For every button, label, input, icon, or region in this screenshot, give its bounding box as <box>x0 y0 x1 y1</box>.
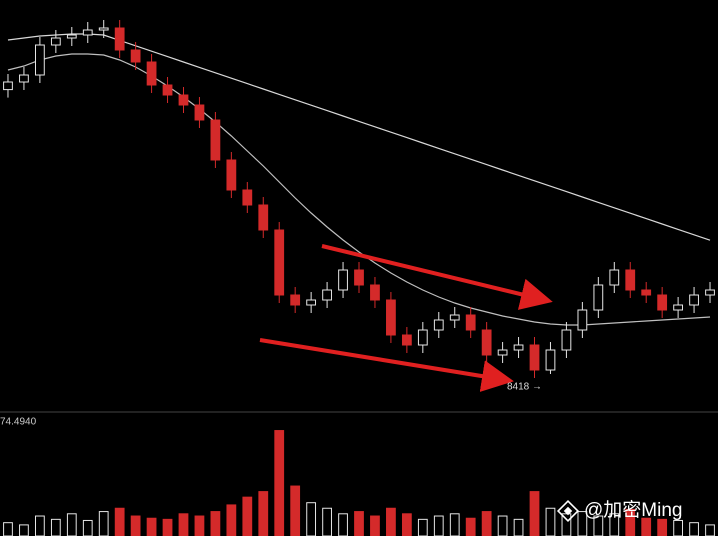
candle-body <box>370 284 380 301</box>
volume-bar <box>338 513 348 536</box>
volume-bar <box>465 517 476 536</box>
annotation: 8418 → <box>507 382 542 393</box>
candle-body <box>338 269 348 291</box>
volume-bar <box>162 518 173 536</box>
candle-body <box>513 344 524 351</box>
marks <box>3 20 715 536</box>
candle-body <box>386 299 396 336</box>
candle-body <box>146 61 157 86</box>
volume-bar <box>3 522 13 536</box>
volume-bar <box>513 518 524 536</box>
candle-body <box>465 314 476 331</box>
candle-body <box>50 37 61 46</box>
candle-body <box>290 294 301 306</box>
candle-body <box>417 329 428 346</box>
candle-body <box>322 289 332 301</box>
arrow <box>259 338 514 392</box>
candle-body <box>66 34 77 39</box>
volume-bar <box>35 515 45 536</box>
candle-body <box>657 294 668 311</box>
candle-body <box>641 289 652 296</box>
volume-bar <box>657 518 668 536</box>
volume-bar <box>82 519 93 536</box>
volume-bar <box>673 519 683 536</box>
moving-average <box>7 33 711 241</box>
volume-bar <box>50 518 61 536</box>
volume-bar <box>274 430 285 536</box>
volume-bar <box>210 511 221 536</box>
moving-average <box>7 53 711 326</box>
volume-bar <box>322 507 332 536</box>
volume-bar <box>258 491 269 536</box>
candle-body <box>258 204 269 231</box>
candle-body <box>433 319 444 331</box>
candle-body <box>242 189 253 206</box>
candle-body <box>577 309 588 331</box>
arrow <box>321 244 553 310</box>
candle-body <box>130 49 141 63</box>
candle-body <box>593 284 604 311</box>
volume-bar <box>19 524 29 536</box>
candle-body <box>609 269 620 286</box>
candle-body <box>545 349 556 371</box>
candle-body <box>497 349 508 356</box>
volume-bar <box>242 496 253 536</box>
candle-body <box>705 289 715 296</box>
candle-body <box>162 84 173 96</box>
candle-body <box>354 269 364 286</box>
candle-body <box>561 329 572 351</box>
candle-body <box>194 104 205 121</box>
volume-bar <box>226 504 237 536</box>
candle-body <box>35 44 45 76</box>
candle-body <box>98 27 109 31</box>
candle-body <box>481 329 492 356</box>
volume-bar <box>178 513 189 536</box>
volume-bar <box>306 502 317 536</box>
candle-body <box>529 344 540 371</box>
candle-body <box>306 299 317 306</box>
volume-bar <box>98 511 109 536</box>
volume-bar <box>545 507 556 536</box>
volume-bar <box>529 491 540 536</box>
volume-bar <box>593 515 604 536</box>
volume-bar <box>194 515 205 536</box>
volume-bar <box>114 507 125 536</box>
candle-body <box>274 229 285 296</box>
volume-bar <box>401 513 412 536</box>
candle-body <box>3 81 13 91</box>
candle-body <box>689 294 699 306</box>
volume-bar <box>290 485 301 536</box>
candle-body <box>82 29 93 36</box>
volume-bar <box>354 511 364 536</box>
volume-bar <box>386 507 396 536</box>
volume-bar <box>481 511 492 536</box>
candle-body <box>114 27 125 51</box>
volume-label: 74.4940 <box>0 417 37 428</box>
volume-bar <box>433 515 444 536</box>
candle-body <box>226 159 237 191</box>
volume-bar <box>130 515 141 536</box>
volume-bar <box>449 513 460 536</box>
volume-bar <box>66 513 77 536</box>
candle-body <box>673 304 683 311</box>
volume-bar <box>497 515 508 536</box>
volume-bar <box>417 518 428 536</box>
candle-body <box>401 334 412 346</box>
volume-bar <box>689 522 699 536</box>
volume-bar <box>705 524 715 536</box>
volume-bar <box>370 515 380 536</box>
candle-body <box>210 119 221 161</box>
candle-body <box>625 269 636 291</box>
volume-bar <box>146 517 157 536</box>
candle-body <box>178 94 189 106</box>
watermark: @加密Ming <box>584 499 682 521</box>
candle-body <box>449 314 460 321</box>
candle-body <box>19 74 29 83</box>
